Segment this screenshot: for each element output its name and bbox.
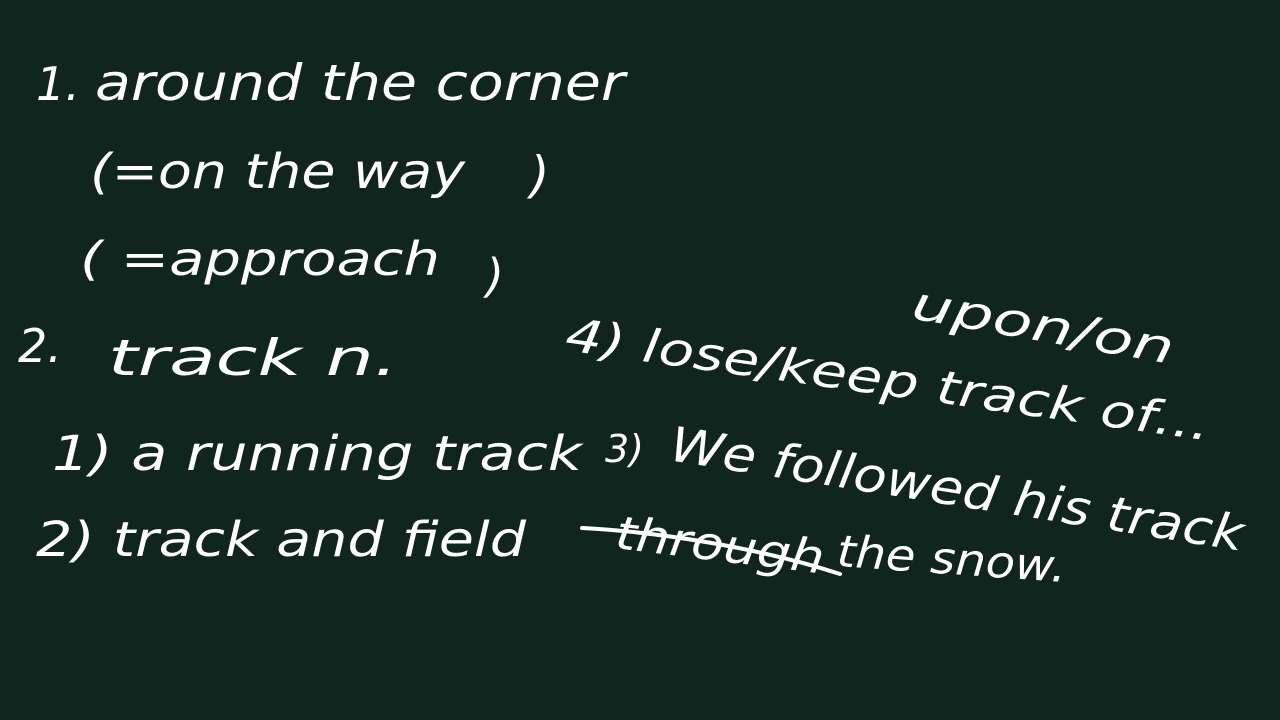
item1-number: 1. <box>36 57 80 111</box>
item1-paren-line-1-close: ) <box>526 146 550 204</box>
item2-text: track n. <box>108 329 398 387</box>
sub-item-3-end: the snow. <box>835 526 1068 593</box>
item1-paren-line-2-close: ) <box>483 249 504 303</box>
underline-stroke <box>580 526 842 576</box>
item1-paren-line-1: (=on the way <box>90 144 466 200</box>
sub-item-1: 1) a running track <box>52 426 585 482</box>
item1-paren-line-2: ( =approach <box>80 232 440 286</box>
item1-text: around the corner <box>95 54 629 112</box>
sub-item-3-number: 3) <box>605 427 644 471</box>
sub-item-2: 2) track and field <box>36 512 527 568</box>
item2-number: 2. <box>18 319 62 373</box>
